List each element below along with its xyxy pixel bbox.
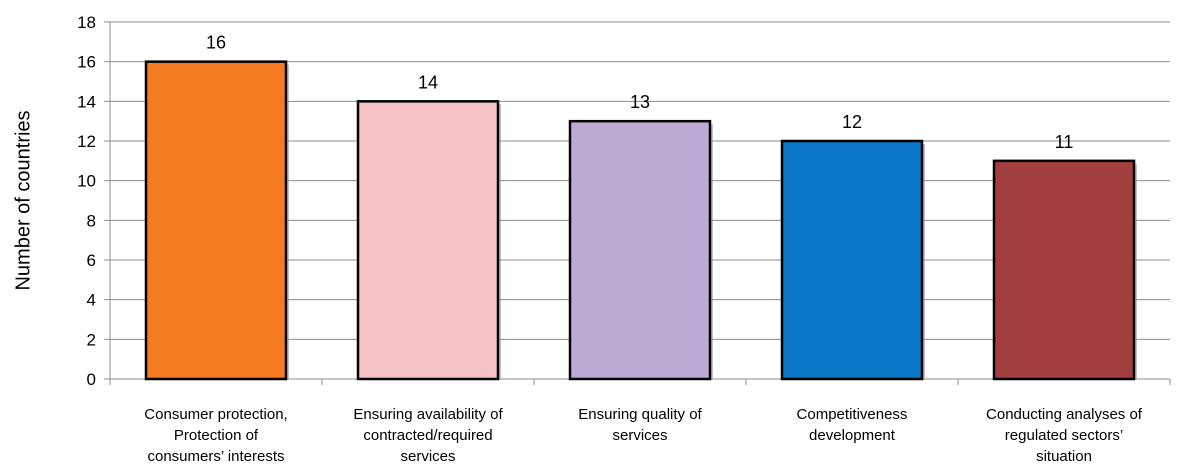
category-label: Consumer protection, Protection of consume… (144, 406, 287, 465)
category-label: Ensuring availability of contracted/requi… (353, 406, 503, 465)
y-tick-label: 18 (77, 13, 96, 32)
data-label: 12 (842, 112, 862, 132)
y-tick-label: 10 (77, 172, 96, 191)
y-tick-label: 8 (87, 211, 96, 230)
category-labels: Consumer protection, Protection of consume… (144, 406, 1142, 465)
y-tick-label: 4 (87, 291, 96, 310)
data-label: 16 (206, 33, 226, 53)
data-label: 13 (630, 92, 650, 112)
data-label: 14 (418, 72, 438, 92)
y-axis: 0 2 4 6 8 10 12 14 16 18 (77, 13, 111, 389)
bar (780, 139, 924, 381)
category-label: Conducting analyses of regulated sectors’… (986, 406, 1143, 465)
y-tick-label: 12 (77, 132, 96, 151)
data-labels: 16 14 13 12 11 (206, 33, 1073, 152)
y-tick-label: 0 (87, 370, 96, 389)
y-tick-label: 16 (77, 53, 96, 72)
bars (144, 60, 1137, 381)
y-tick-label: 6 (87, 251, 96, 270)
data-label: 11 (1055, 132, 1074, 152)
bar (992, 159, 1136, 381)
y-tick-label: 14 (77, 92, 96, 111)
category-label: Ensuring quality of services (578, 406, 702, 444)
bar (568, 119, 712, 381)
y-axis-title: Number of countries (12, 110, 34, 290)
category-label: Competitiveness development (797, 406, 908, 444)
y-tick-label: 2 (87, 330, 96, 349)
bar (356, 100, 500, 381)
bar (144, 60, 288, 381)
